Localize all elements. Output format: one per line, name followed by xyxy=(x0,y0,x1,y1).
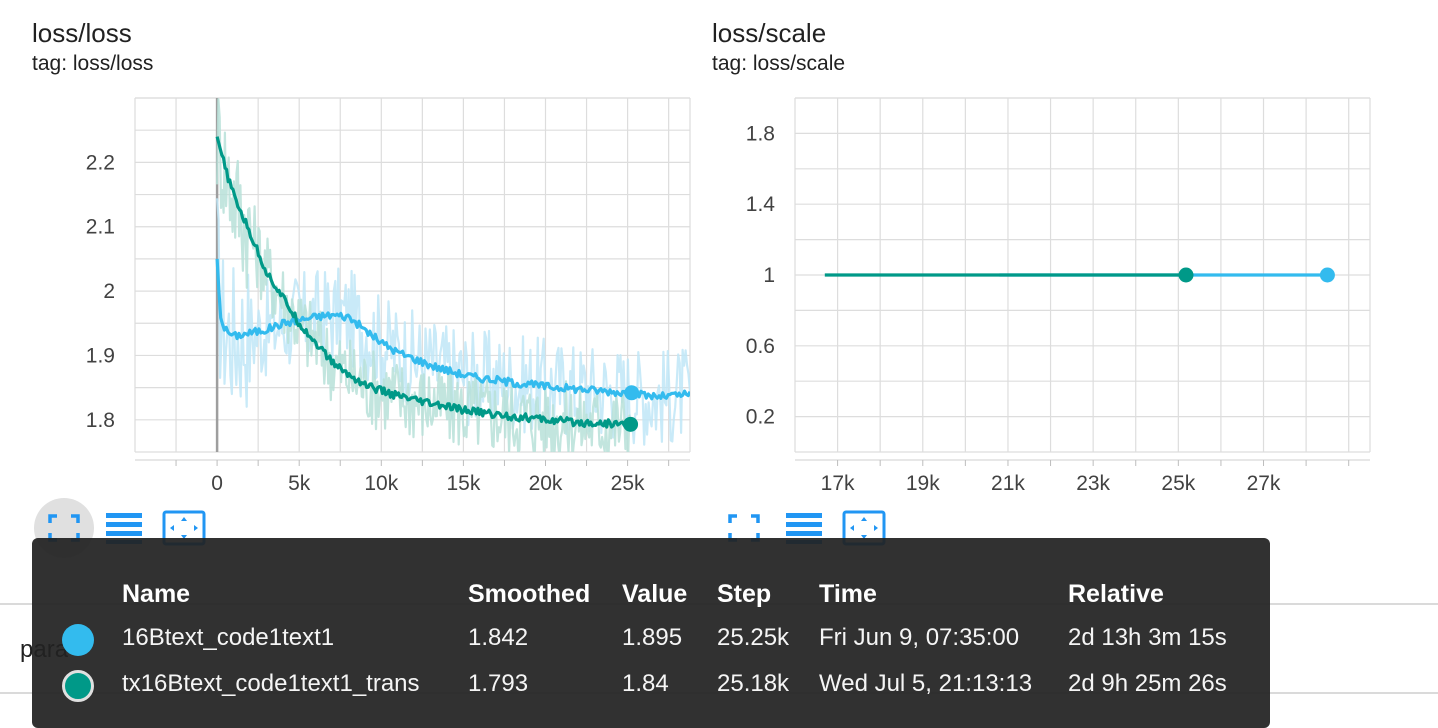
smoothed-value: 1.842 xyxy=(468,624,529,651)
hover-point-marker xyxy=(624,385,640,401)
chart-tooltip: Name Smoothed Value Step Time Relative 1… xyxy=(32,538,1270,728)
header-time: Time xyxy=(819,580,877,608)
x-tick-label: 5k xyxy=(288,472,311,495)
tooltip-header-row: Name Smoothed Value Step Time Relative xyxy=(32,580,1270,620)
chart-title: loss/scale xyxy=(712,18,827,48)
tooltip-row: tx16Btext_code1text1_trans 1.793 1.84 25… xyxy=(32,670,1270,710)
plot-area xyxy=(215,98,690,452)
x-tick-label: 0 xyxy=(211,472,223,495)
y-tick-label: 2.1 xyxy=(86,216,115,239)
x-tick-label: 25k xyxy=(611,472,645,495)
step-value: 25.18k xyxy=(717,670,790,697)
header-relative: Relative xyxy=(1068,580,1164,608)
chart-title: loss/loss xyxy=(32,18,132,48)
relative-value: 2d 13h 3m 15s xyxy=(1068,624,1227,651)
raw-series-line xyxy=(216,98,632,452)
header-smoothed: Smoothed xyxy=(468,580,591,608)
hover-point-marker xyxy=(623,416,639,432)
time-value: Wed Jul 5, 21:13:13 xyxy=(819,670,1033,697)
run-name: tx16Btext_code1text1_trans xyxy=(122,670,420,697)
run-color-swatch xyxy=(62,624,94,656)
series-line xyxy=(215,136,632,429)
header-step: Step xyxy=(717,580,772,608)
y-tick-label: 1.9 xyxy=(86,344,115,367)
fullscreen-button[interactable] xyxy=(714,498,774,558)
smoothed-value: 1.793 xyxy=(468,670,529,697)
fullscreen-icon xyxy=(728,514,760,542)
tooltip-row: 16Btext_code1text1 1.842 1.895 25.25k Fr… xyxy=(32,624,1270,664)
y-tick-label: 1.8 xyxy=(86,409,115,432)
step-value: 25.25k xyxy=(717,624,790,651)
run-name: 16Btext_code1text1 xyxy=(122,624,335,651)
raw-series-line xyxy=(216,198,690,446)
chart-tag: tag: loss/loss xyxy=(32,52,154,75)
x-tick-label: 20k xyxy=(529,472,563,495)
relative-value: 2d 9h 25m 26s xyxy=(1068,670,1227,697)
raw-value: 1.84 xyxy=(622,670,669,697)
time-value: Fri Jun 9, 07:35:00 xyxy=(819,624,1020,651)
chart-tag: tag: loss/scale xyxy=(712,52,846,75)
x-tick-label: 15k xyxy=(446,472,480,495)
header-value: Value xyxy=(622,580,688,608)
y-tick-label: 2 xyxy=(103,280,115,303)
fullscreen-icon xyxy=(48,514,80,542)
x-tick-label: 10k xyxy=(364,472,398,495)
y-tick-label: 2.2 xyxy=(86,151,115,174)
header-name: Name xyxy=(122,580,191,608)
raw-value: 1.895 xyxy=(622,624,683,651)
run-color-swatch xyxy=(62,670,94,702)
